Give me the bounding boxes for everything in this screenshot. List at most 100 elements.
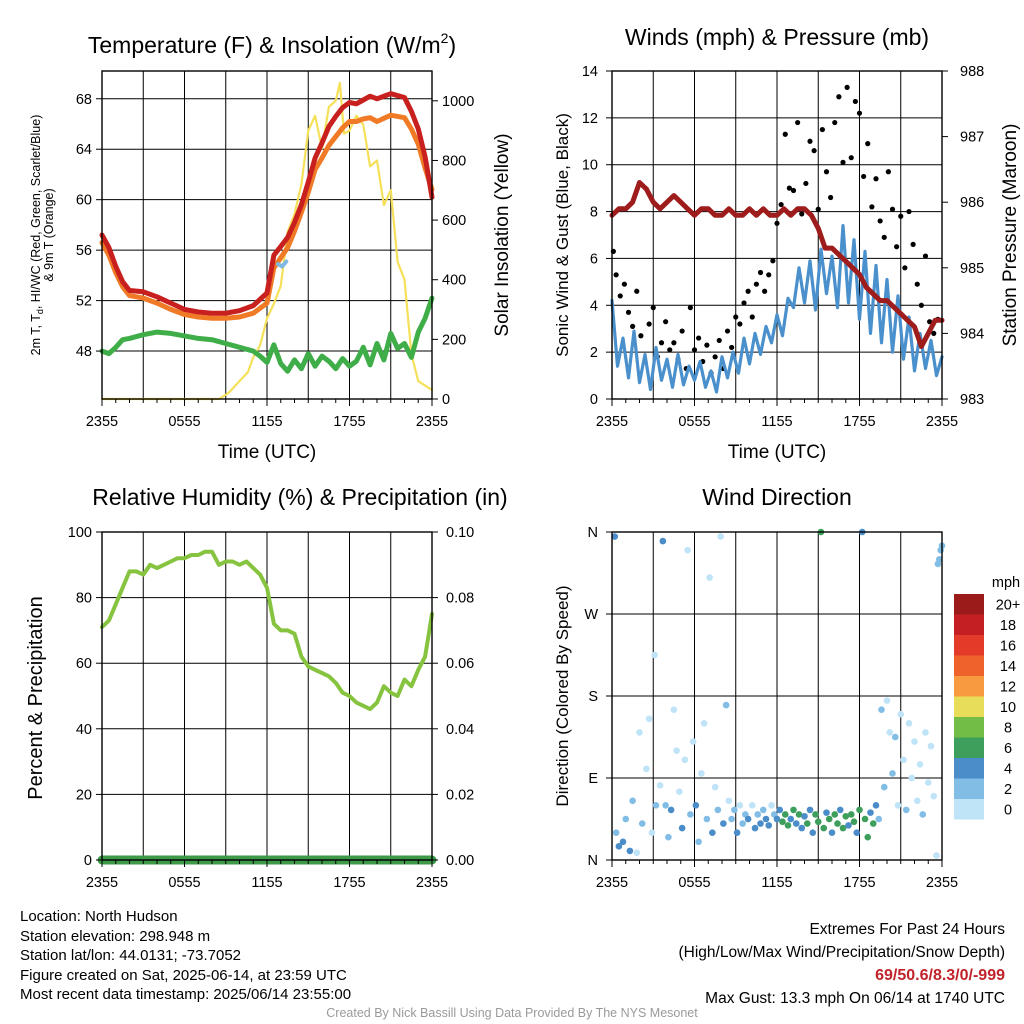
wdir-point: [845, 822, 852, 829]
wdir-point: [652, 802, 660, 809]
rh-ytick-label: 20: [76, 787, 92, 803]
wind-ytick-label: 14: [582, 64, 598, 80]
wdir-xtick-label: 2355: [596, 875, 628, 891]
wind-ylabel: Sonic Wind & Gust (Blue, Black): [553, 113, 572, 357]
wdir-point: [692, 802, 700, 809]
wind-panel: 0 2 4 6 8 10 12 14 983 984 985 986 987 988 2355 0555 115…: [553, 24, 1021, 463]
wdir-point: [720, 820, 727, 827]
wdir-point: [919, 811, 927, 818]
wind-gust-point: [613, 272, 619, 278]
wind-xtick-label: 1755: [843, 414, 875, 430]
wind-gust-point: [753, 281, 759, 287]
wind-gust-point: [757, 269, 764, 276]
temp-title-end: ): [448, 32, 456, 58]
wdir-point: [834, 820, 841, 827]
wind-y2tick-label: 984: [960, 326, 984, 342]
wdir-title: Wind Direction: [702, 484, 852, 510]
wdir-point: [678, 824, 686, 832]
wdir-point: [779, 818, 786, 826]
wind-y2tick-label: 988: [960, 64, 984, 80]
temp-series-hi-wc: [276, 259, 289, 269]
temp-title: Temperature (F) & Insolation (W/m2): [88, 30, 456, 58]
temp-xtick-label: 1755: [333, 414, 365, 430]
wind-ytick-label: 2: [590, 345, 598, 361]
colorbar-cell: [954, 778, 984, 799]
wdir-point: [831, 811, 839, 818]
rh-xtick-label: 0555: [168, 875, 200, 891]
wind-gust-point: [931, 330, 937, 336]
wdir-point: [645, 715, 653, 723]
colorbar-cell: [954, 799, 984, 820]
wind-gust-point: [712, 354, 718, 360]
wind-gust-point: [844, 84, 850, 90]
wind-gust-point: [749, 314, 755, 320]
wind-gust-point: [894, 244, 900, 250]
wdir-point: [814, 818, 822, 826]
wdir-point: [773, 815, 781, 823]
colorbar-cell: [954, 635, 984, 656]
colorbar-label: 16: [1000, 638, 1016, 654]
wind-gust-point: [898, 213, 904, 219]
wdir-point: [636, 729, 643, 736]
wdir-point: [667, 806, 675, 814]
wind-ytick-label: 8: [590, 205, 598, 221]
wdir-point: [728, 815, 735, 823]
temp-title-sup: 2: [441, 30, 449, 46]
wdir-ytick-label: N: [588, 853, 598, 869]
wdir-point: [842, 812, 850, 820]
wdir-point: [784, 822, 792, 829]
wdir-ytick-label: N: [588, 525, 598, 541]
wind-gust-point: [778, 201, 784, 208]
wind-ytick-label: 4: [590, 298, 598, 314]
station-location: Location: North Hudson: [20, 908, 178, 925]
wdir-point: [812, 811, 819, 818]
temp-y2label: Solar Insolation (Yellow): [492, 133, 513, 336]
wind-gust-point: [922, 253, 929, 259]
wdir-ytick-label: W: [584, 607, 598, 623]
wind-xtick-label: 2355: [596, 414, 628, 430]
wind-gust-point: [617, 293, 623, 299]
wdir-point: [611, 533, 619, 540]
wind-gust-point: [696, 335, 702, 341]
wind-gust-point: [918, 302, 924, 308]
colorbar-label: 6: [1004, 741, 1012, 757]
wdir-point: [757, 820, 764, 827]
wdir-point: [612, 829, 620, 836]
temp-y2tick-label: 0: [442, 392, 450, 408]
wind-gust-point: [630, 323, 636, 329]
wind-y2tick-label: 987: [960, 130, 984, 146]
wdir-point: [714, 806, 722, 814]
colorbar-label: 14: [1000, 659, 1016, 675]
rh-xtick-label: 1755: [333, 875, 365, 891]
wdir-point: [905, 720, 913, 727]
wind-gust-point: [906, 208, 912, 215]
rh-xtick-label: 2355: [416, 875, 448, 891]
wind-ytick-label: 10: [582, 158, 598, 174]
wdir-point: [878, 706, 885, 713]
extremes-subtitle: (High/Low/Max Wind/Precipitation/Snow De…: [678, 944, 1006, 961]
wdir-point: [825, 815, 833, 823]
wind-ytick-label: 0: [590, 392, 598, 408]
wind-gust-point: [856, 110, 863, 116]
wind-gust-point: [786, 185, 792, 191]
temp-ytick-label: 64: [76, 142, 92, 158]
wdir-point: [864, 833, 872, 841]
wind-series-sonic: [610, 224, 944, 394]
colorbar-cell: [954, 737, 984, 758]
wdir-point: [820, 824, 828, 832]
wind-gust-point: [671, 340, 677, 346]
wdir-ytick-label: S: [588, 689, 598, 705]
wdir-point: [684, 546, 691, 554]
wind-gust-point: [737, 321, 743, 327]
wind-y2label: Station Pressure (Maroon): [1000, 124, 1021, 347]
temp-ytick-label: 48: [76, 344, 92, 360]
wdir-point: [792, 820, 800, 827]
temp-ytick-label: 56: [76, 243, 92, 259]
wind-gust-point: [782, 131, 788, 137]
wdir-point: [935, 556, 943, 563]
wdir-point: [850, 818, 858, 826]
temp-title-main: Temperature (F) & Insolation (W/m: [88, 32, 441, 58]
temp-y2tick-label: 1000: [442, 94, 474, 110]
temp-panel: 48 52 56 60 64 68 0 200 400 600 800 1000 2355 0555 115…: [29, 30, 513, 463]
